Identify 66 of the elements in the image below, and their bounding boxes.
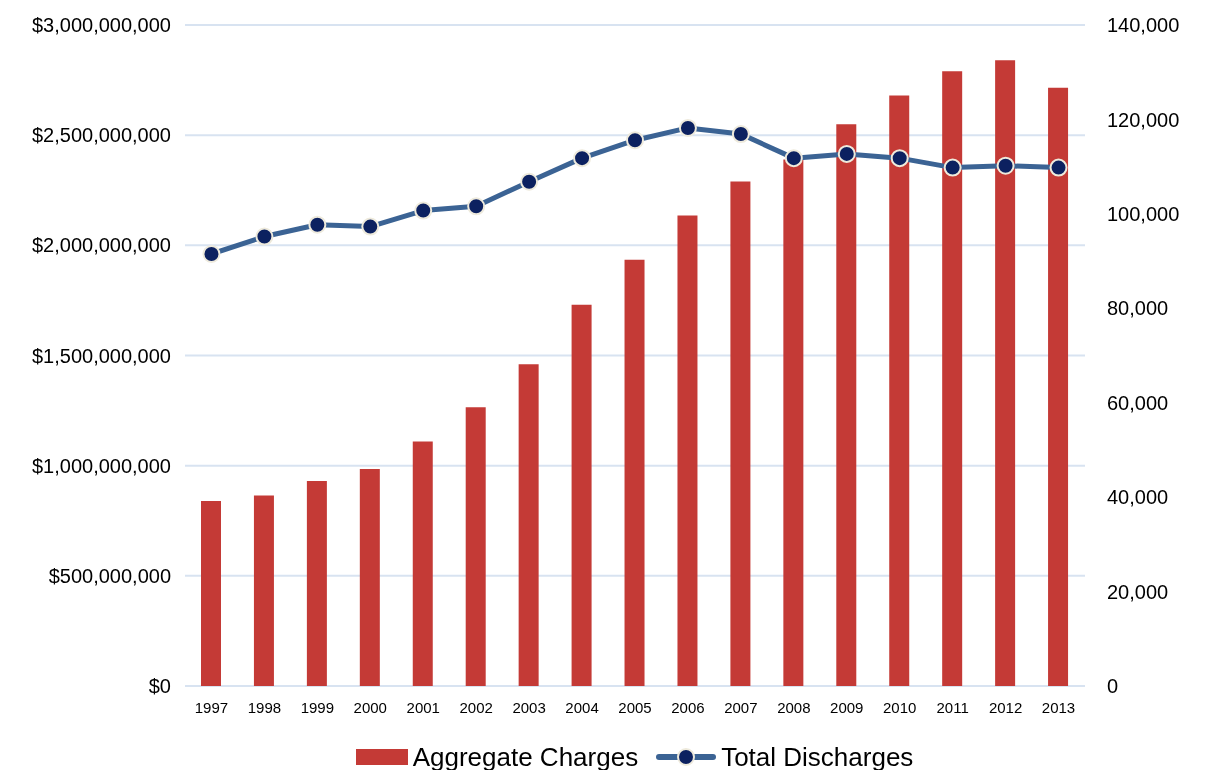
y2-tick-label: 0 xyxy=(1107,675,1119,698)
bar xyxy=(518,364,539,686)
point xyxy=(308,215,327,234)
point xyxy=(202,244,221,263)
x-tick-label: 2008 xyxy=(777,698,811,716)
bar xyxy=(889,95,910,686)
y-tick-label: $2,500,000,000 xyxy=(31,124,171,147)
bar xyxy=(836,124,857,686)
point xyxy=(996,156,1015,175)
x-tick-label: 1999 xyxy=(300,698,335,716)
bar xyxy=(677,215,698,686)
point xyxy=(520,172,539,191)
bar xyxy=(995,60,1016,686)
point xyxy=(784,149,803,168)
x-tick-label: 1997 xyxy=(194,698,229,716)
bar xyxy=(730,181,751,686)
y-tick-label: $1,000,000,000 xyxy=(31,454,171,477)
point xyxy=(890,149,909,168)
bar xyxy=(306,481,327,686)
x-tick-label: 2013 xyxy=(1041,698,1076,716)
bar xyxy=(359,468,380,686)
bar xyxy=(624,259,645,686)
y-tick-label: $2,000,000,000 xyxy=(31,234,171,257)
y2-tick-label: 40,000 xyxy=(1107,486,1169,509)
x-tick-label: 2005 xyxy=(618,698,652,716)
x-tick-label: 2007 xyxy=(724,698,758,716)
bar xyxy=(253,495,274,686)
y2-tick-label: 20,000 xyxy=(1107,580,1169,603)
y-tick-label: $500,000,000 xyxy=(48,564,171,587)
point xyxy=(943,158,962,177)
y2-tick-label: 140,000 xyxy=(1107,14,1180,37)
point xyxy=(731,125,750,144)
point xyxy=(255,227,274,246)
bar xyxy=(201,500,221,686)
point xyxy=(414,201,433,220)
x-tick-label: 2012 xyxy=(988,698,1023,716)
y2-tick-label: 120,000 xyxy=(1107,108,1180,131)
x-tick-label: 2006 xyxy=(671,698,705,716)
x-tick-label: 2009 xyxy=(830,698,864,716)
y2-tick-label: 80,000 xyxy=(1107,297,1169,320)
point xyxy=(678,118,697,137)
x-tick-label: 2011 xyxy=(936,698,969,716)
bar xyxy=(942,71,963,686)
x-tick-label: 2000 xyxy=(353,698,387,716)
bar xyxy=(465,407,486,686)
x-tick-label: 1998 xyxy=(247,698,282,716)
y-tick-label: $1,500,000,000 xyxy=(31,344,171,367)
point xyxy=(361,217,380,236)
point xyxy=(626,131,644,150)
point xyxy=(467,197,486,216)
bar xyxy=(783,159,804,686)
x-tick-label: 2001 xyxy=(406,698,440,716)
y2-tick-label: 60,000 xyxy=(1107,391,1169,414)
bar xyxy=(412,441,433,686)
bar xyxy=(571,304,592,686)
x-tick-label: 2002 xyxy=(459,698,493,716)
y-tick-label: $0 xyxy=(148,675,171,698)
x-tick-label: 2010 xyxy=(883,698,917,716)
bar xyxy=(1048,87,1069,686)
point xyxy=(573,149,592,168)
x-tick-label: 2003 xyxy=(512,698,546,716)
y2-tick-label: 100,000 xyxy=(1107,202,1180,225)
point xyxy=(837,144,856,163)
x-tick-label: 2004 xyxy=(565,698,599,716)
y-tick-label: $3,000,000,000 xyxy=(31,14,171,37)
point xyxy=(1049,158,1068,177)
